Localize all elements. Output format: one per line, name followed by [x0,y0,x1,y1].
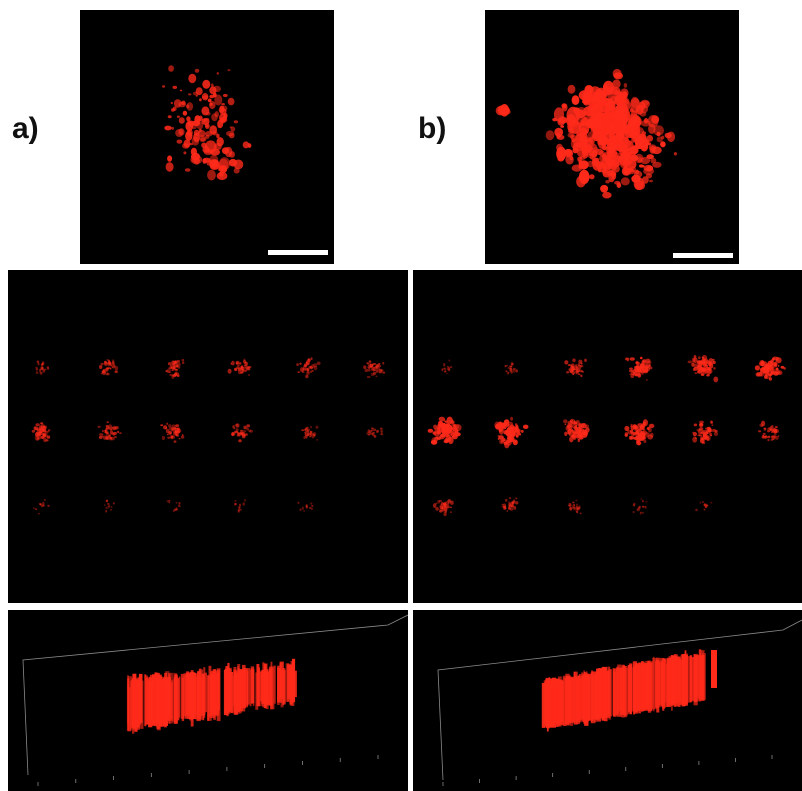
panel-label-a: a) [12,112,39,145]
z-slice [695,501,713,512]
z-slice [31,422,51,443]
cell-spots-a [162,65,252,181]
z-slice [564,358,587,378]
z-slice [363,360,386,379]
z-stack-slices-a [31,357,386,515]
z-slice [103,499,115,513]
z-slice [97,421,122,441]
z-slice [563,418,590,443]
signal-cluster [495,104,511,117]
z-slice [632,498,648,515]
z-slice [32,499,50,515]
z-slice [624,419,655,446]
z-slice [99,358,119,376]
z-slice [567,499,582,515]
3d-signal-volume [541,649,706,732]
z-slice [160,422,185,443]
panel-label-b: b) [418,112,447,145]
z-stack-gallery-a [8,270,408,603]
micrograph-a [80,10,334,264]
3d-render-a [22,614,408,786]
micrograph-b [485,10,739,264]
z-slice [35,360,50,375]
z-slice [501,497,519,512]
signal-streak [711,650,717,688]
z-slice [165,358,185,379]
z-slice [366,427,384,438]
3d-render-b [437,619,802,786]
z-slice [494,416,529,449]
z-slice [754,356,786,381]
signal-cluster [566,68,651,146]
bounding-box [22,614,408,776]
z-slice [166,499,181,512]
z-slice [433,499,454,517]
3d-signal-volume [126,658,297,734]
z-slice [758,420,780,442]
z-stack-slices-b [427,355,786,517]
z-slice [504,362,518,375]
bounding-box [437,619,802,781]
signal-cluster [184,140,244,181]
signal-cluster [162,65,252,172]
3d-reconstruction-b [413,610,802,791]
z-slice [233,499,246,513]
z-slice [296,357,321,379]
z-slice [301,425,319,441]
z-slice [692,420,719,445]
z-slice [687,355,719,383]
scale-bar-b [673,253,733,258]
cell-spots-b [495,68,677,199]
z-stack-gallery-b [413,270,802,603]
z-slice [231,423,254,443]
z-slice [625,356,653,381]
z-slice [427,416,462,445]
z-slice [441,359,453,375]
z-slice [297,501,314,512]
scale-bar-a [268,250,328,255]
3d-reconstruction-a [8,610,408,791]
z-slice [227,358,252,376]
